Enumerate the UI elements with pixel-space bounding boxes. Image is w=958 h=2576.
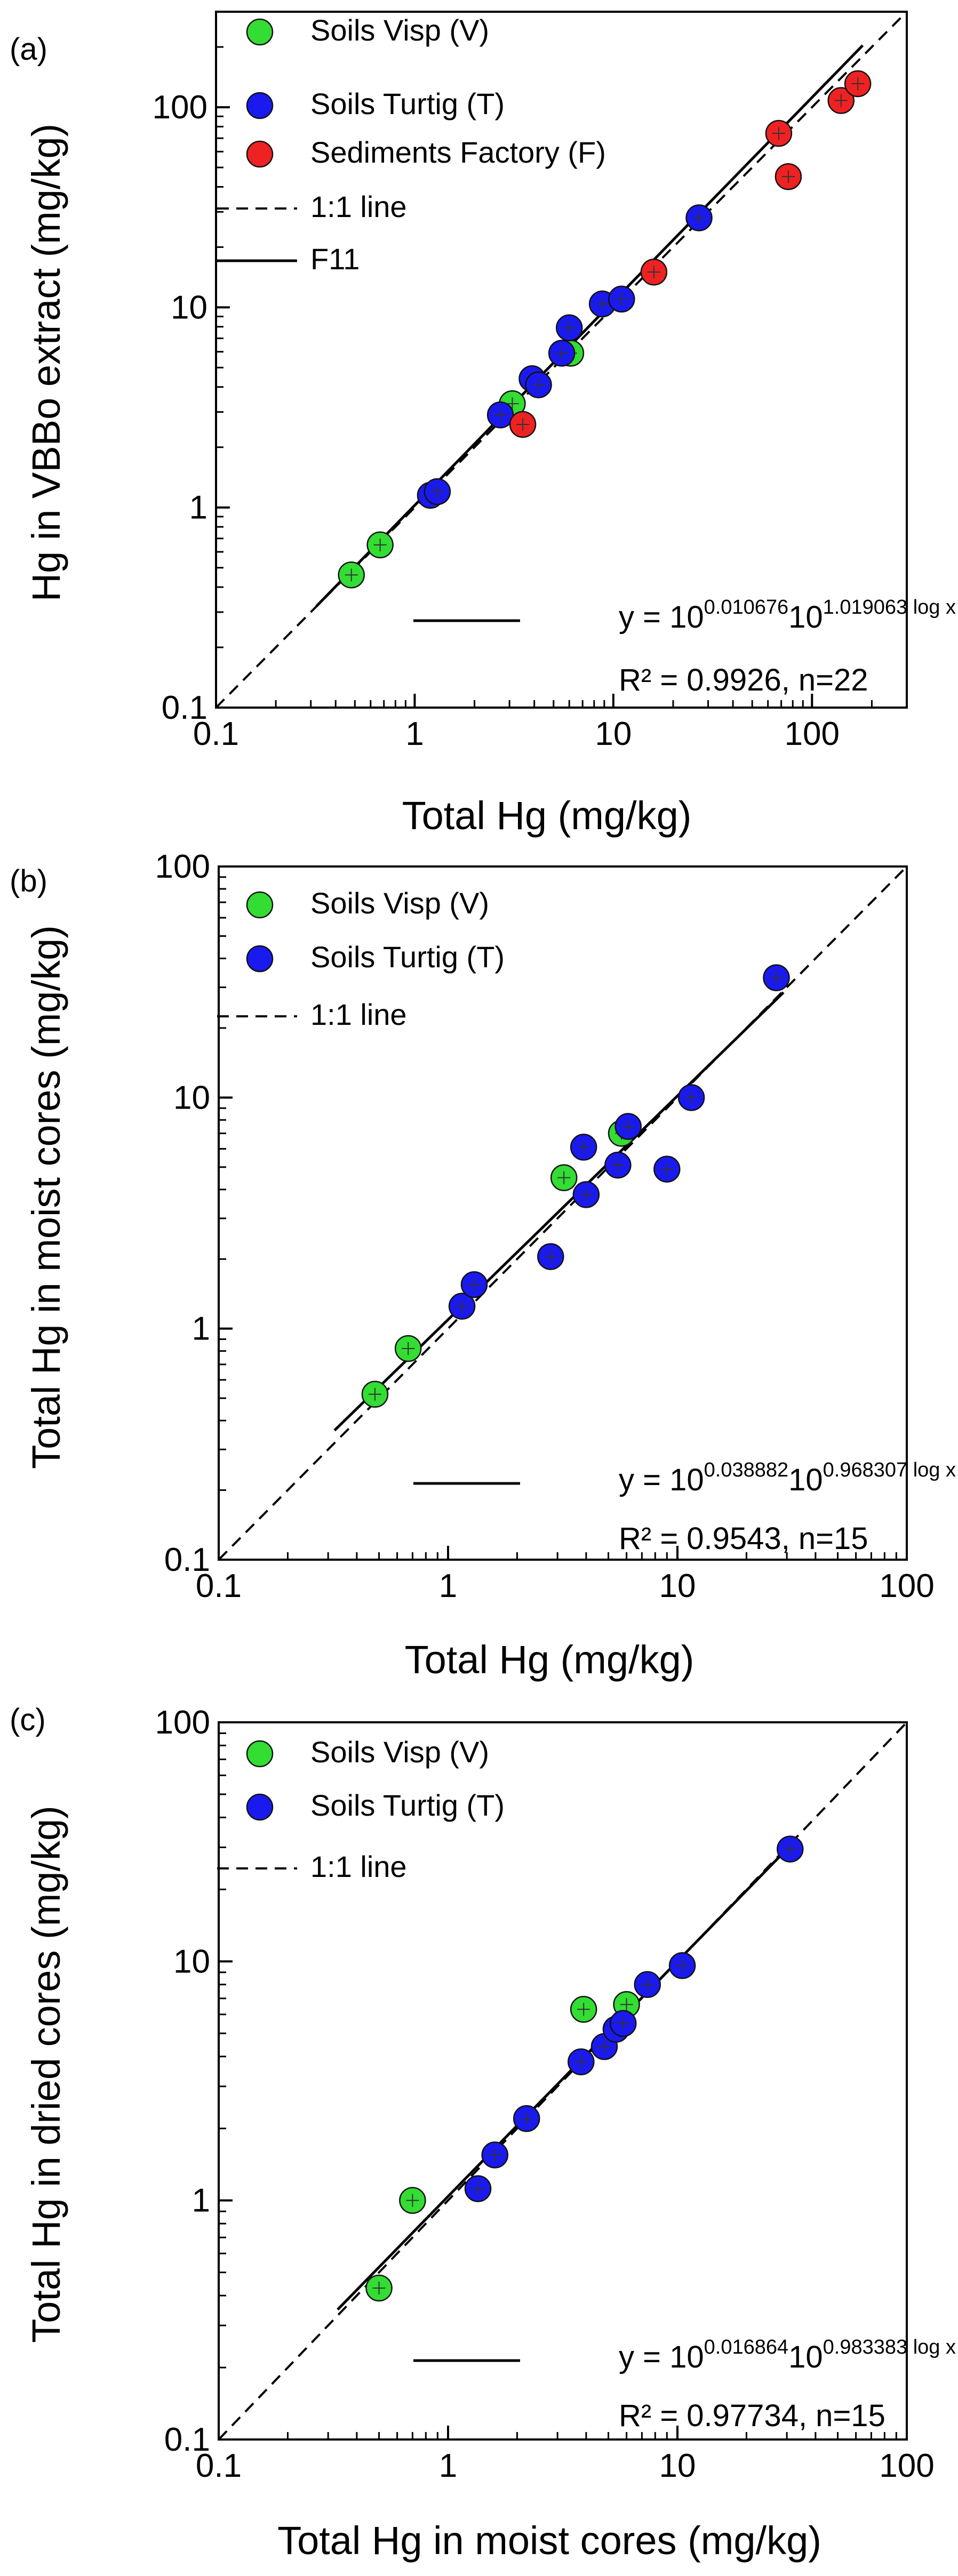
series-T bbox=[464, 1835, 804, 2202]
stats-text: R² = 0.9543, n=15 bbox=[619, 1521, 868, 1556]
y-tick-label: 10 bbox=[173, 1079, 210, 1116]
series-T bbox=[417, 204, 713, 509]
legend-label: F11 bbox=[310, 242, 360, 276]
y-tick-label: 100 bbox=[155, 1704, 210, 1741]
equation-base: 10 bbox=[788, 2340, 823, 2374]
y-tick-label: 100 bbox=[155, 848, 210, 885]
x-tick-label: 0.1 bbox=[193, 716, 239, 752]
y-tick-label: 10 bbox=[173, 1943, 210, 1980]
x-tick-label: 1 bbox=[439, 2447, 457, 2484]
x-tick-label: 10 bbox=[659, 2447, 696, 2484]
legend-marker bbox=[246, 1793, 274, 1821]
equation-exponent: 0.983383 log x bbox=[823, 2336, 956, 2358]
y-axis-title: Total Hg in moist cores (mg/kg) bbox=[24, 925, 68, 1469]
x-tick-label: 0.1 bbox=[196, 2447, 242, 2484]
x-tick-label: 10 bbox=[659, 1568, 696, 1604]
ticks: 0.1 1 10 100 0.1 1 10 100 bbox=[153, 46, 873, 752]
legend-symbols bbox=[217, 1740, 297, 1869]
x-tick-label: 1 bbox=[405, 716, 424, 752]
svg-text:y = 100.038882100.968307 log x: y = 100.038882100.968307 log x bbox=[619, 1459, 956, 1497]
equation-exponent: 0.038882 bbox=[704, 1459, 789, 1481]
equation-base: 10 bbox=[788, 1463, 823, 1497]
y-tick-label: 1 bbox=[192, 1311, 210, 1347]
legend-marker bbox=[246, 140, 274, 168]
legend-marker bbox=[246, 891, 274, 919]
legend-label: Soils Turtig (T) bbox=[310, 940, 505, 974]
y-axis-title: Hg in VBBo extract (mg/kg) bbox=[24, 124, 68, 602]
series-F bbox=[509, 70, 872, 438]
legend-symbols bbox=[217, 891, 297, 1017]
legend: Soils Visp (V) Soils Turtig (T) Sediment… bbox=[310, 13, 606, 276]
axes-frame bbox=[218, 865, 908, 1561]
legend-label: Soils Visp (V) bbox=[310, 13, 489, 47]
x-tick-label: 100 bbox=[879, 2447, 934, 2484]
legend-label: 1:1 line bbox=[310, 1850, 407, 1883]
y-tick-label: 0.1 bbox=[164, 1542, 210, 1578]
stats-text: R² = 0.9926, n=22 bbox=[619, 663, 868, 697]
x-tick-label: 100 bbox=[785, 716, 840, 752]
legend-label: Soils Turtig (T) bbox=[310, 1788, 505, 1822]
fit-equation: y = 100.038882100.968307 log x R² = 0.95… bbox=[619, 1459, 956, 1556]
axes-frame bbox=[218, 1721, 908, 2441]
x-axis-title: Total Hg (mg/kg) bbox=[405, 1638, 694, 1682]
plot-area: 0.1 1 10 100 0.1 1 10 100 bbox=[155, 1704, 935, 2484]
y-axis-title: Total Hg in dried cores (mg/kg) bbox=[24, 1805, 68, 2343]
equation-base: y = 10 bbox=[619, 2340, 704, 2374]
legend-label: Soils Turtig (T) bbox=[310, 87, 505, 121]
legend: Soils Visp (V) Soils Turtig (T) 1:1 line bbox=[310, 886, 505, 1031]
panel-label: (b) bbox=[10, 864, 47, 898]
legend-label: Soils Visp (V) bbox=[310, 1735, 489, 1769]
axes-frame bbox=[215, 11, 908, 709]
y-tick-label: 100 bbox=[153, 89, 207, 126]
legend-marker bbox=[246, 18, 274, 46]
panel-c: (c) Total Hg in moist cores (mg/kg) Tota… bbox=[10, 1703, 956, 2563]
equation-base: y = 10 bbox=[619, 1463, 704, 1497]
legend-marker bbox=[246, 945, 274, 973]
legend-label: Soils Visp (V) bbox=[310, 886, 489, 920]
panel-a: (a) Total Hg (mg/kg) Hg in VBBo extract … bbox=[10, 11, 956, 838]
y-tick-label: 1 bbox=[192, 2182, 210, 2219]
x-axis-title: Total Hg (mg/kg) bbox=[402, 793, 692, 838]
panel-label: (a) bbox=[10, 32, 47, 67]
legend-label: 1:1 line bbox=[310, 190, 407, 223]
ticks: 0.1 1 10 100 0.1 1 10 100 bbox=[155, 848, 935, 1604]
y-tick-label: 0.1 bbox=[162, 689, 207, 726]
identity-line bbox=[218, 865, 908, 1561]
x-axis-title: Total Hg in moist cores (mg/kg) bbox=[277, 2518, 821, 2563]
ticks: 0.1 1 10 100 0.1 1 10 100 bbox=[155, 1704, 935, 2484]
fit-equation: y = 100.016864100.983383 log x R² = 0.97… bbox=[619, 2336, 956, 2433]
equation-exponent: 0.968307 log x bbox=[823, 1459, 956, 1481]
x-tick-label: 100 bbox=[879, 1568, 934, 1604]
series-V bbox=[361, 1120, 635, 1408]
stats-text: R² = 0.97734, n=15 bbox=[619, 2398, 885, 2433]
legend: Soils Visp (V) Soils Turtig (T) 1:1 line bbox=[310, 1735, 505, 1883]
series-T bbox=[448, 964, 790, 1320]
equation-exponent: 1.019063 log x bbox=[823, 596, 956, 619]
legend-marker bbox=[246, 1740, 274, 1768]
plot-area: 0.1 1 10 100 0.1 1 10 100 bbox=[155, 848, 935, 1604]
svg-text:y = 100.010676101.019063 log x: y = 100.010676101.019063 log x bbox=[619, 596, 956, 635]
equation-base: y = 10 bbox=[619, 600, 704, 635]
legend-label: 1:1 line bbox=[310, 998, 407, 1031]
legend-symbols bbox=[217, 18, 297, 262]
x-tick-label: 0.1 bbox=[196, 1568, 242, 1604]
fit-equation: y = 100.010676101.019063 log x R² = 0.99… bbox=[619, 596, 956, 697]
x-tick-label: 10 bbox=[595, 716, 632, 752]
svg-text:y = 100.016864100.983383 log x: y = 100.016864100.983383 log x bbox=[619, 2336, 956, 2374]
equation-exponent: 0.016864 bbox=[704, 2336, 789, 2358]
y-tick-label: 1 bbox=[189, 489, 207, 526]
legend-label: Sediments Factory (F) bbox=[310, 135, 606, 169]
legend-marker bbox=[246, 92, 274, 119]
equation-base: 10 bbox=[788, 600, 823, 635]
panel-b: (b) Total Hg (mg/kg) Total Hg in moist c… bbox=[10, 848, 956, 1682]
y-tick-label: 0.1 bbox=[164, 2421, 210, 2458]
equation-exponent: 0.010676 bbox=[704, 596, 789, 619]
plot-area: 0.1 1 10 100 0.1 1 10 100 bbox=[153, 11, 908, 752]
y-tick-label: 10 bbox=[171, 289, 207, 326]
panel-label: (c) bbox=[10, 1703, 46, 1737]
fit-line bbox=[337, 1844, 792, 2311]
x-tick-label: 1 bbox=[439, 1568, 457, 1604]
